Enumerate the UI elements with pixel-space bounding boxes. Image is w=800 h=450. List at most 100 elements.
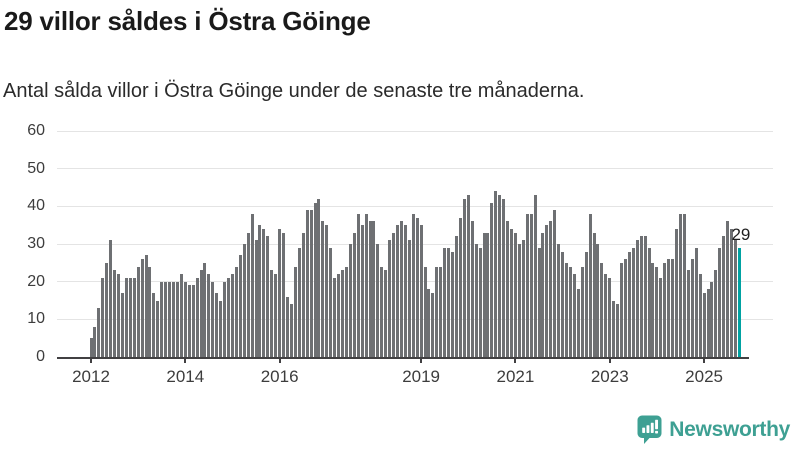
exclamation-stem [655, 419, 659, 430]
bar [659, 277, 663, 357]
x-tick-label-2012: 2012 [72, 367, 110, 386]
bar [191, 285, 195, 357]
bar [423, 266, 427, 357]
bar [675, 228, 679, 357]
x-axis-tick-2025 [703, 357, 706, 363]
bar [301, 232, 305, 357]
x-axis-tick-2016 [278, 357, 281, 363]
bar [435, 266, 439, 357]
bar [270, 270, 274, 357]
bar [702, 292, 706, 357]
x-axis-tick-2023 [608, 357, 611, 363]
y-tick-label: 50 [27, 159, 45, 177]
exclamation-dot [655, 430, 659, 434]
bar [368, 221, 372, 357]
bar [623, 259, 627, 357]
bar [655, 266, 659, 357]
bar [120, 292, 124, 357]
highlighted-bar [737, 247, 741, 357]
bar [372, 221, 376, 357]
gridline-20 [57, 281, 773, 283]
y-tick-label: 30 [27, 235, 45, 252]
bar [478, 247, 482, 357]
bar [101, 277, 105, 357]
bar [419, 225, 423, 357]
bar [604, 274, 608, 357]
bar [620, 262, 624, 357]
bar [639, 236, 643, 357]
bar [152, 292, 156, 357]
bar [682, 213, 686, 357]
bar [384, 270, 388, 357]
bar [698, 274, 702, 357]
gridline-60 [57, 130, 773, 132]
bar [482, 232, 486, 357]
bar [635, 240, 639, 357]
bar [144, 255, 148, 357]
bar [580, 266, 584, 357]
bar [376, 244, 380, 357]
bar [470, 221, 474, 357]
bar [113, 270, 117, 357]
bar [388, 240, 392, 357]
y-axis-labels: 0 10 20 30 40 50 60 [0, 122, 45, 365]
bar [718, 247, 722, 357]
bar [525, 213, 529, 357]
chart-title: 29 villor såldes i Östra Göinge [4, 6, 371, 36]
bar [557, 244, 561, 357]
bar [592, 232, 596, 357]
bar [549, 221, 553, 357]
bar [266, 236, 270, 357]
bar [576, 289, 580, 357]
bar [297, 247, 301, 357]
bar [172, 281, 176, 357]
bar [396, 225, 400, 357]
bar [588, 213, 592, 357]
y-tick-label: 40 [27, 197, 45, 215]
bar [348, 244, 352, 357]
bar [250, 213, 254, 357]
bar [553, 210, 557, 357]
bar [502, 198, 506, 357]
bar [490, 202, 494, 357]
last-value-annotation: 29 [731, 224, 751, 244]
chart-subtitle: Antal sålda villor i Östra Göinge under … [3, 80, 585, 102]
bar [439, 266, 443, 357]
bar [317, 198, 321, 357]
bar [344, 266, 348, 357]
bar [230, 274, 234, 357]
bar [427, 289, 431, 357]
bar [352, 232, 356, 357]
bar [561, 251, 565, 357]
bar [364, 213, 368, 357]
bar [616, 304, 620, 357]
bar [109, 240, 113, 357]
bar [415, 217, 419, 357]
bar [234, 266, 238, 357]
bar-chart-plot-area: 2012 2014 2016 2019 2021 2023 2025 [57, 130, 773, 386]
bar [631, 247, 635, 357]
y-tick-label: 0 [36, 348, 45, 365]
bar [160, 281, 164, 357]
bar [734, 240, 738, 357]
bar [215, 292, 219, 357]
bar [97, 308, 101, 357]
bar [183, 281, 187, 357]
y-tick-label: 20 [27, 272, 45, 290]
bar [627, 251, 631, 357]
bar [93, 326, 97, 357]
x-tick-label-2016: 2016 [260, 367, 299, 386]
bar [124, 277, 128, 357]
bar [392, 232, 396, 357]
bar [403, 225, 407, 357]
bar [600, 262, 604, 357]
bar [282, 232, 286, 357]
bar [164, 281, 168, 357]
bar [506, 221, 510, 357]
x-axis-tick-2021 [514, 357, 517, 363]
bar [572, 274, 576, 357]
bar [651, 262, 655, 357]
x-tick-label-2025: 2025 [685, 367, 723, 386]
bar [510, 228, 513, 357]
bar [679, 213, 682, 357]
